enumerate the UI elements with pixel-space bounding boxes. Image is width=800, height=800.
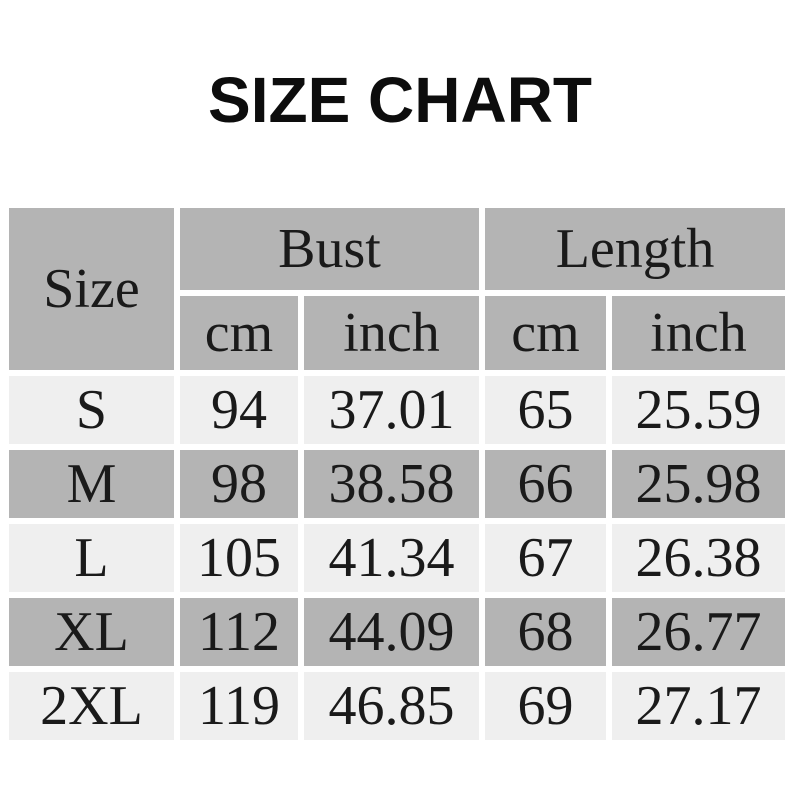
header-size: Size — [9, 208, 174, 370]
table-row-xl: XL 112 44.09 68 26.77 — [9, 598, 786, 666]
header-bust: Bust — [180, 208, 480, 290]
table-row-l: L 105 41.34 67 26.38 — [9, 524, 786, 592]
bust-cm-value: 119 — [180, 672, 298, 740]
length-cm-value: 65 — [485, 376, 607, 444]
bust-cm-value: 105 — [180, 524, 298, 592]
length-cm-value: 67 — [485, 524, 607, 592]
size-label: 2XL — [9, 672, 174, 740]
header-bust-cm: cm — [180, 296, 298, 370]
bust-cm-value: 98 — [180, 450, 298, 518]
length-cm-value: 69 — [485, 672, 607, 740]
header-length-inch: inch — [612, 296, 786, 370]
header-row-units: cm inch cm inch — [9, 296, 786, 370]
size-label: XL — [9, 598, 174, 666]
bust-inch-value: 44.09 — [304, 598, 480, 666]
bust-inch-value: 46.85 — [304, 672, 480, 740]
table-row-s: S 94 37.01 65 25.59 — [9, 376, 786, 444]
length-inch-value: 26.77 — [612, 598, 786, 666]
length-inch-value: 25.98 — [612, 450, 786, 518]
length-cm-value: 66 — [485, 450, 607, 518]
bust-inch-value: 37.01 — [304, 376, 480, 444]
size-chart-table: Size Bust Length cm inch cm inch S 94 37… — [3, 202, 791, 746]
bust-cm-value: 94 — [180, 376, 298, 444]
length-inch-value: 26.38 — [612, 524, 786, 592]
bust-cm-value: 112 — [180, 598, 298, 666]
header-length: Length — [485, 208, 786, 290]
header-bust-inch: inch — [304, 296, 480, 370]
header-row-groups: Size Bust Length — [9, 208, 786, 370]
size-label: M — [9, 450, 174, 518]
bust-inch-value: 38.58 — [304, 450, 480, 518]
table-row-2xl: 2XL 119 46.85 69 27.17 — [9, 672, 786, 740]
length-cm-value: 68 — [485, 598, 607, 666]
length-inch-value: 25.59 — [612, 376, 786, 444]
table-row-m: M 98 38.58 66 25.98 — [9, 450, 786, 518]
header-length-cm: cm — [485, 296, 607, 370]
length-inch-value: 27.17 — [612, 672, 786, 740]
bust-inch-value: 41.34 — [304, 524, 480, 592]
size-label: S — [9, 376, 174, 444]
size-label: L — [9, 524, 174, 592]
page-title: SIZE CHART — [208, 64, 592, 136]
